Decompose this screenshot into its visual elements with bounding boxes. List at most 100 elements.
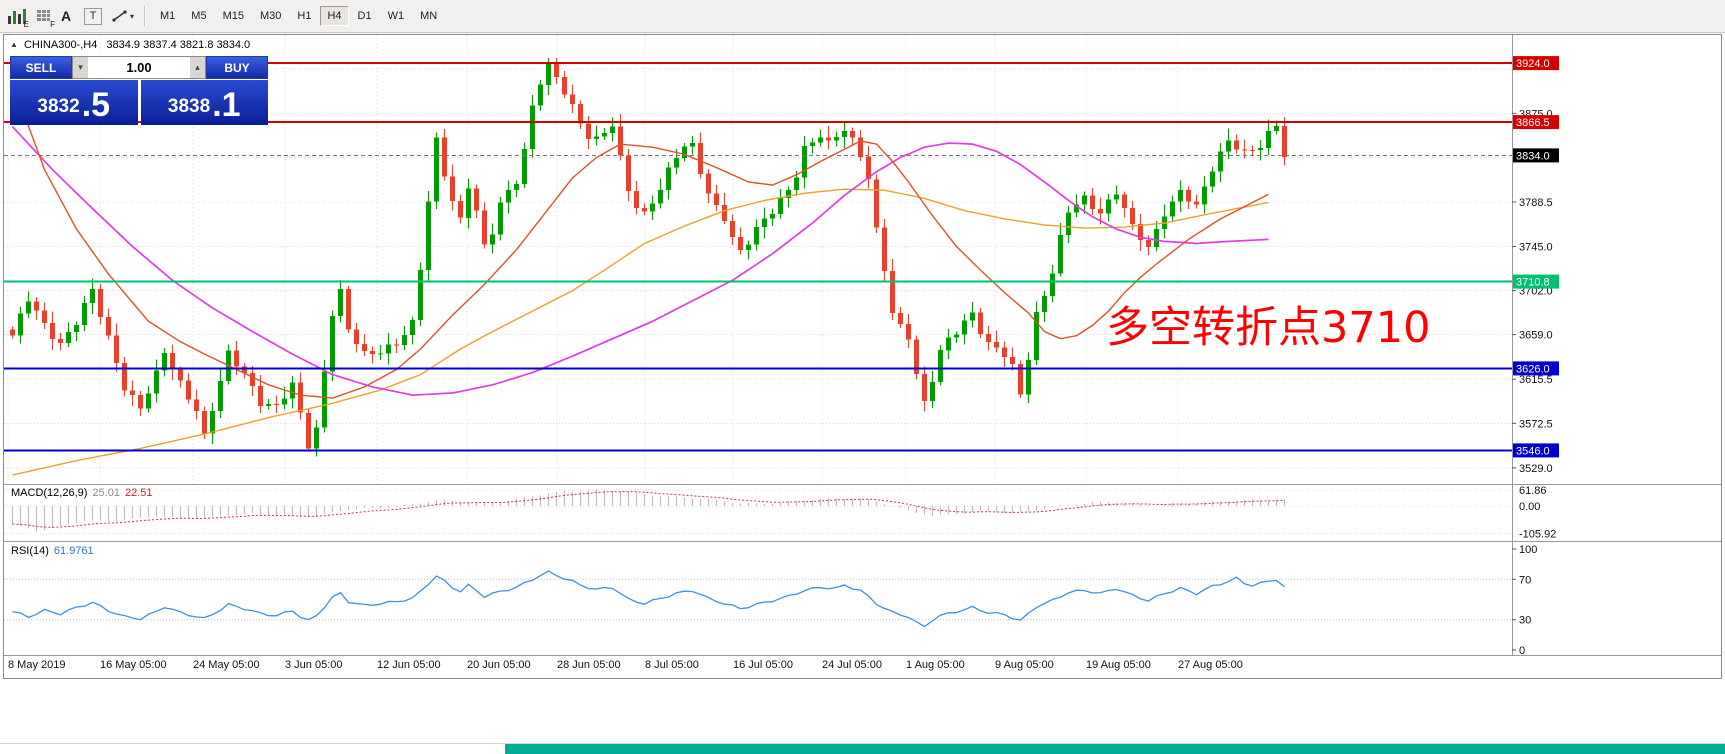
macd-indicator-label: MACD(12,26,9) 25.01 22.51 [11,487,152,499]
price-level-label [1513,443,1559,458]
time-tick-label: 8 May 2019 [8,659,65,671]
sell-price-main: 3832 [37,96,80,117]
one-click-trading-panel: SELL ▾ 1.00 ▴ BUY 3832.5 3838.1 [10,56,268,125]
svg-text:3546.0: 3546.0 [1516,445,1550,457]
svg-text:0.00: 0.00 [1519,501,1540,513]
icon-caption-f: F [50,20,55,29]
volume-increase-button[interactable]: ▴ [190,57,205,78]
buy-price-box[interactable]: 3838.1 [140,80,268,125]
grid-layer [4,35,1512,484]
grid-icon [36,10,50,21]
buy-button[interactable]: BUY [206,56,268,79]
rsi-scale-label: 30 [1519,615,1531,627]
timeframe-button-h4[interactable]: H4 [320,6,349,26]
level-lines-layer[interactable] [4,62,1512,452]
rsi-scale-label: 0 [1519,645,1525,657]
svg-text:3626.0: 3626.0 [1516,363,1550,375]
rsi-indicator-label: RSI(14) 61.9761 [11,545,94,557]
timeframe-button-h1[interactable]: H1 [297,10,312,22]
time-axis[interactable]: 8 May 2019 16 May 05:00 24 May 05:00 3 Jun … [8,659,1243,671]
svg-text:61.86: 61.86 [1519,485,1547,497]
price-tick-label: 3745.0 [1519,242,1553,254]
time-tick-label: 20 Jun 05:00 [467,659,531,671]
rsi-name: RSI(14) [11,545,49,557]
time-tick-label: 28 Jun 05:00 [557,659,621,671]
rsi-scale-label: 70 [1519,574,1531,586]
volume-input[interactable]: 1.00 [126,60,152,75]
sell-price-box[interactable]: 3832.5 [10,80,138,125]
volume-control: ▾ 1.00 ▴ [72,56,206,79]
bottom-status-strip [0,743,1725,754]
time-tick-label: 24 May 05:00 [193,659,260,671]
timeframe-button-m5[interactable]: M5 [191,10,207,22]
svg-text:-105.92: -105.92 [1519,528,1556,540]
font-tool-icon[interactable]: A [60,8,72,24]
price-level-label [1513,115,1559,130]
candles-layer [10,58,1287,457]
macd-panel: 61.86 0.00 -105.92 [4,485,1556,540]
time-tick-label: 16 May 05:00 [100,659,167,671]
moving-averages-layer [11,82,1269,476]
top-toolbar: E F A T ▾ M1 M5 M15 M30 H1 H4 D1 W1 MN [0,0,1725,33]
chart-annotation-text: 多空转折点3710 [1106,303,1431,353]
mini-bars-icon [8,8,26,24]
timeframe-button-mn[interactable]: MN [420,10,438,22]
time-tick-label: 27 Aug 05:00 [1178,659,1243,671]
price-axis[interactable]: 3875.03788.53745.03702.03659.03615.53572… [1512,56,1559,657]
rsi-panel [4,570,1512,628]
price-tick-label: 3529.0 [1519,463,1553,475]
timeframe-button-m15[interactable]: M15 [222,10,244,22]
time-tick-label: 19 Aug 05:00 [1086,659,1151,671]
rsi-value: 61.9761 [53,545,94,557]
sell-price-fraction: .5 [81,86,111,124]
price-level-label [1513,361,1559,376]
macd-signal-value: 22.51 [124,487,153,499]
svg-text:3866.5: 3866.5 [1516,117,1550,129]
toolbar-separator [144,6,145,26]
price-tick-label: 3615.5 [1519,374,1553,386]
macd-main-value: 25.01 [92,487,120,499]
price-tick-label: 3788.5 [1519,197,1553,209]
volume-decrease-button[interactable]: ▾ [73,57,88,78]
svg-text:3924.0: 3924.0 [1516,58,1550,70]
time-tick-label: 8 Jul 05:00 [645,659,699,671]
svg-text:3834.0: 3834.0 [1516,150,1550,162]
chevron-down-icon: ▾ [129,11,134,21]
grid-window-icon[interactable]: F [30,4,56,29]
text-tool-icon[interactable]: T [84,7,102,25]
chart-window: 61.86 0.00 -105.92 3875.0 3788.5 3745.0 3702.0… [3,34,1722,679]
rsi-scale-label: 100 [1519,544,1537,556]
svg-text:3710.8: 3710.8 [1516,277,1550,289]
panel-separators [4,35,1721,656]
time-tick-label: 3 Jun 05:00 [285,659,343,671]
chart-mode-icon[interactable]: E [4,4,30,29]
price-level-label [1513,274,1559,289]
buy-price-fraction: .1 [212,86,241,124]
icon-caption-e: E [23,20,29,29]
timeframe-button-w1[interactable]: W1 [387,10,405,22]
price-tick-label: 3659.0 [1519,330,1553,342]
buy-price-main: 3838 [167,96,211,117]
time-tick-label: 12 Jun 05:00 [377,659,441,671]
price-level-label [1513,56,1559,71]
chart-ohlc-values: 3834.9 3837.4 3821.8 3834.0 [106,39,251,51]
trendline-icon [112,10,127,22]
time-tick-label: 9 Aug 05:00 [995,659,1054,671]
bottom-teal-bar [505,744,1725,754]
chart-symbol-period: CHINA300-,H4 [23,39,98,51]
price-level-label [1513,148,1559,163]
price-tick-label: 3572.5 [1519,418,1553,430]
time-tick-label: 1 Aug 05:00 [906,659,965,671]
sell-button[interactable]: SELL [10,56,72,79]
chart-title: ▲ CHINA300-,H4 3834.9 3837.4 3821.8 3834… [10,39,250,51]
time-tick-label: 16 Jul 05:00 [733,659,793,671]
chart-canvas[interactable]: 61.860.00-105.923875.03788.53745.03702.0… [4,35,1721,676]
time-tick-label: 24 Jul 05:00 [822,659,882,671]
timeframe-button-m30[interactable]: M30 [259,10,282,22]
macd-name: MACD(12,26,9) [11,487,88,499]
timeframe-group: M1 M5 M15 M30 H1 H4 D1 W1 MN [153,6,446,26]
timeframe-button-d1[interactable]: D1 [357,10,372,22]
line-studies-icon[interactable]: ▾ [110,4,136,28]
timeframe-button-m1[interactable]: M1 [160,10,176,22]
collapse-chart-icon[interactable]: ▲ [10,40,18,49]
